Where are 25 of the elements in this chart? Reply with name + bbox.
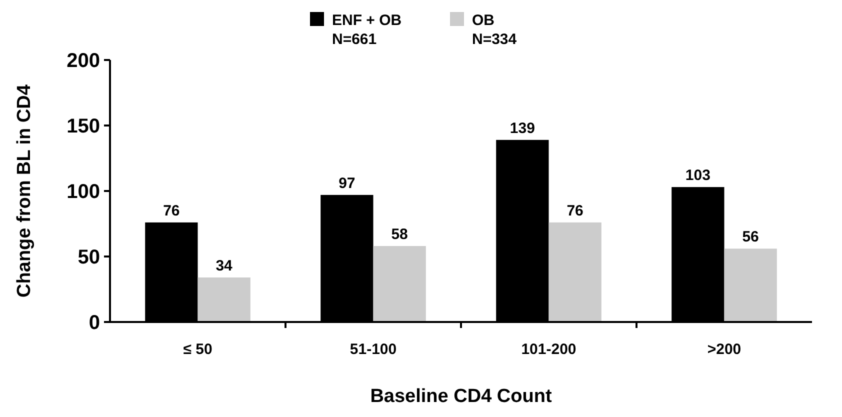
data-label: 56 [742,228,759,246]
y-tick-label: 50 [78,246,100,268]
legend-label: ENF + OB N=661 [332,12,402,48]
bar [198,277,250,322]
x-tick-label: ≤ 50 [183,341,212,358]
bar [548,222,602,322]
x-tick-label: >200 [707,341,742,358]
data-label: 76 [163,202,180,220]
x-tick-label: 51-100 [350,341,397,358]
legend-label: OB N=334 [472,12,518,48]
y-tick-label: 150 [66,116,100,138]
bar [724,248,777,322]
x-axis-title: Baseline CD4 Count [370,386,552,407]
data-label: 76 [566,202,584,220]
data-label: 34 [216,257,234,274]
data-label: 103 [685,167,710,184]
y-tick-label: 0 [88,312,100,334]
y-tick-label: 100 [66,181,100,203]
y-tick-label: 200 [66,50,100,72]
bar [373,246,426,322]
y-axis-title: Change from BL in CD4 [14,84,35,298]
data-label: 97 [338,174,356,192]
data-label: 139 [510,120,535,137]
x-tick-label: 101-200 [521,341,576,358]
data-label: 58 [391,226,408,244]
